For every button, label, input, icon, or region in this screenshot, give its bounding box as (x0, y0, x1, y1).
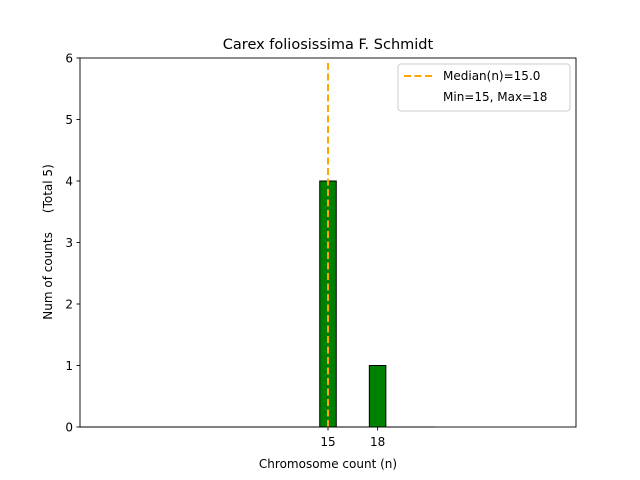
legend: Median(n)=15.0 Min=15, Max=18 (397, 63, 571, 112)
y-tick-label: 6 (65, 52, 73, 66)
y-tick-label: 2 (65, 298, 73, 312)
bar-18 (368, 365, 387, 428)
y-axis-label: Num of counts (Total 5) (41, 164, 55, 319)
y-tick-label: 5 (65, 113, 73, 127)
plot-area (79, 57, 577, 428)
y-tick-label: 4 (65, 175, 73, 189)
x-axis-ticks: 15 18 (320, 427, 385, 449)
legend-box (397, 63, 571, 112)
legend-median-label: Median(n)=15.0 (443, 69, 540, 83)
x-tick-label: 18 (370, 435, 385, 449)
y-tick-label: 0 (65, 421, 73, 435)
x-tick-label: 15 (320, 435, 335, 449)
x-axis-label: Chromosome count (n) (259, 457, 397, 471)
y-axis-ticks: 0 1 2 3 4 5 6 (65, 52, 80, 435)
legend-minmax-label: Min=15, Max=18 (443, 90, 547, 104)
y-tick-label: 3 (65, 236, 73, 250)
y-tick-label: 1 (65, 359, 73, 373)
chart-title: Carex foliosissima F. Schmidt (223, 37, 434, 53)
